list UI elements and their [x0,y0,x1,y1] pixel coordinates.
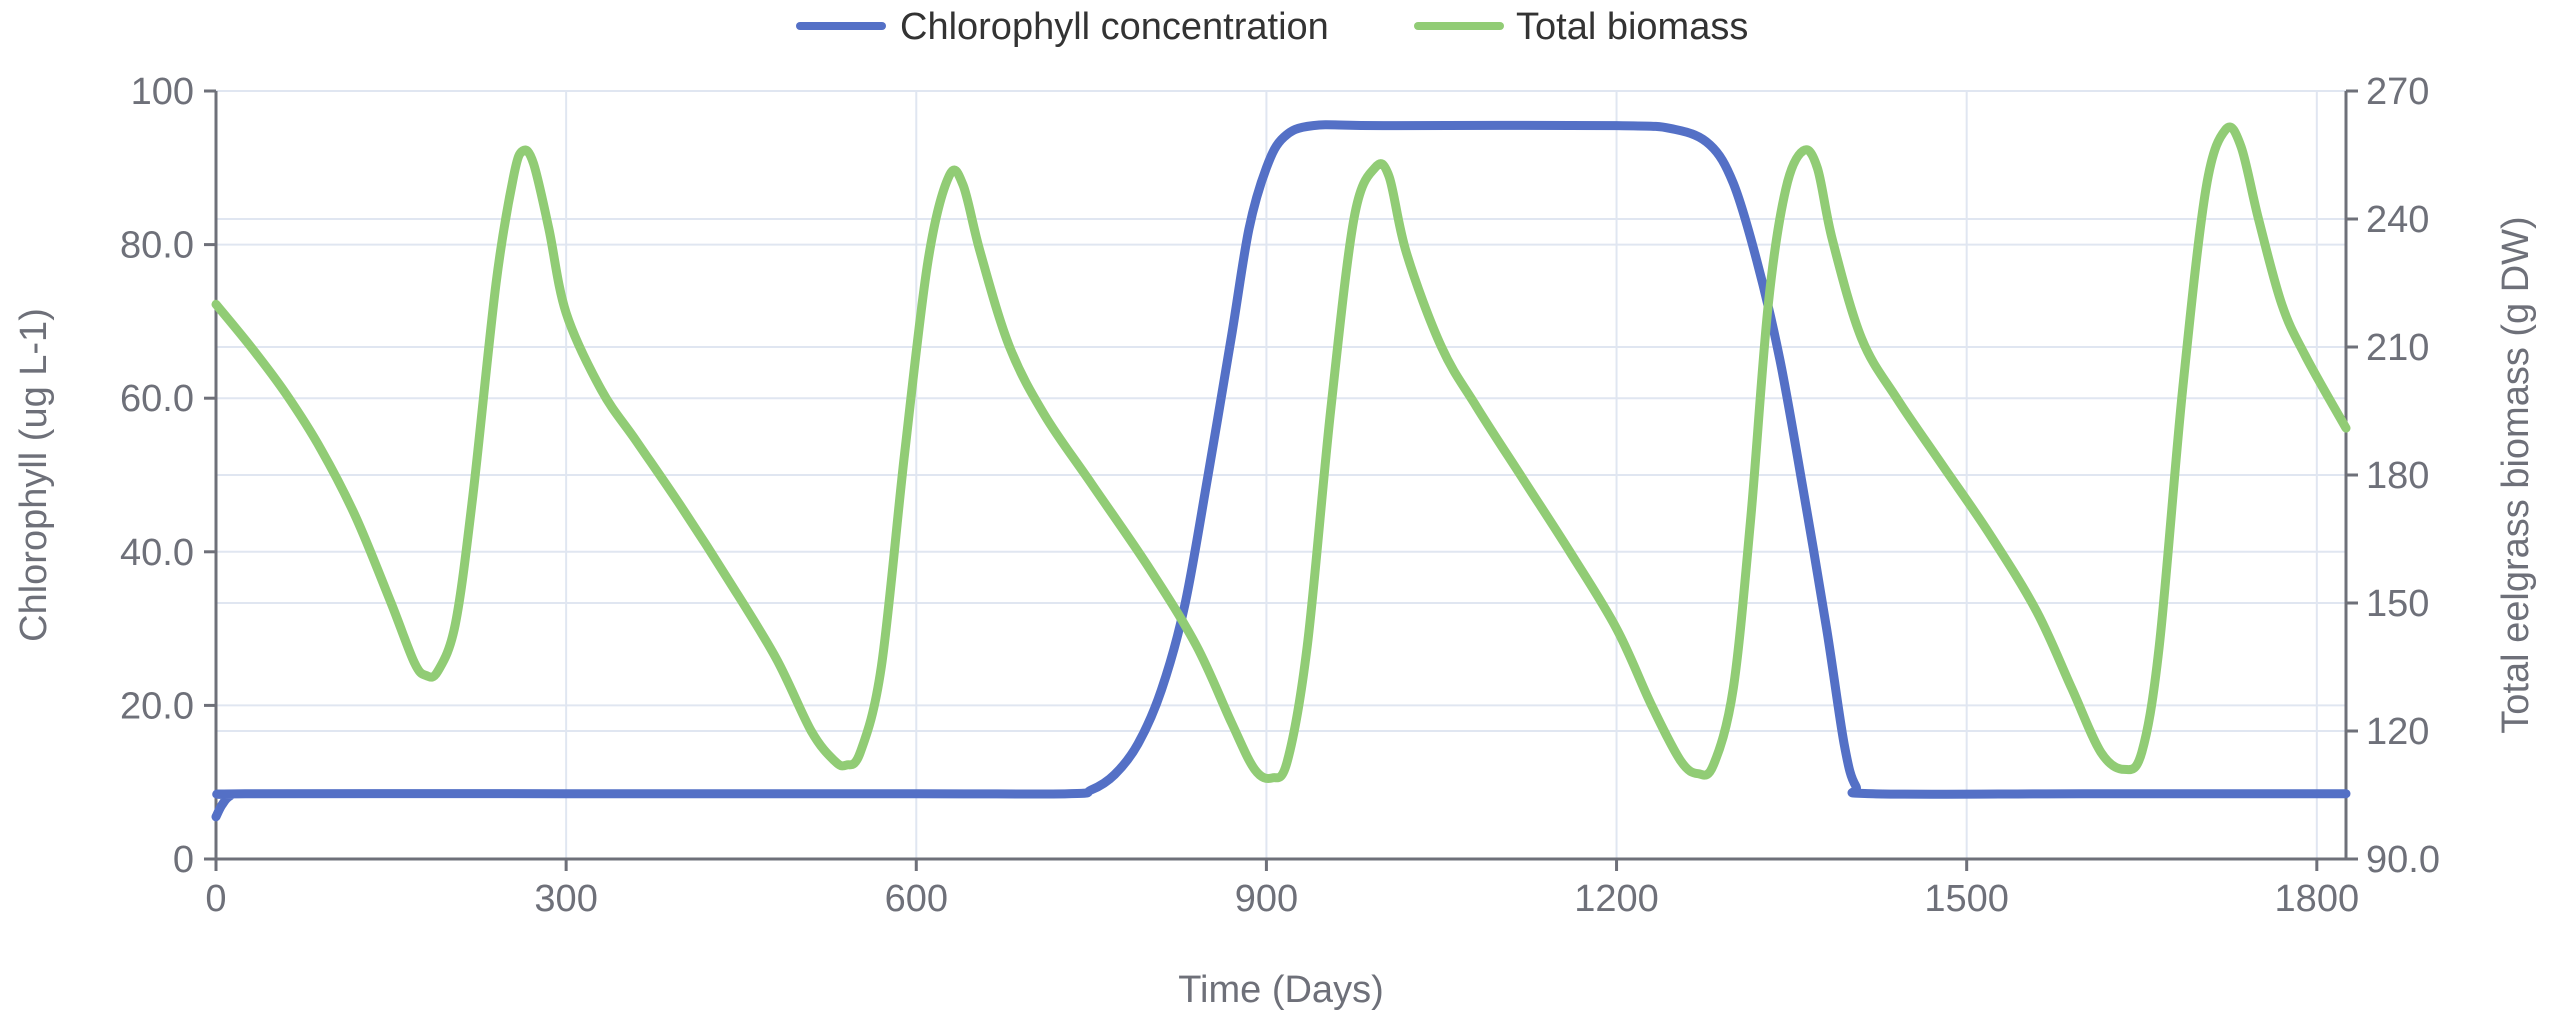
tick-label-x-0: 0 [205,878,226,920]
tick-label-left-4: 80.0 [120,225,194,267]
tick-labels: 0 20.0 40.0 60.0 80.0 100 90.0 120 150 180 210 240 2… [120,71,2440,920]
tick-label-left-1: 20.0 [120,685,194,727]
tick-label-left-0: 0 [173,839,194,881]
tick-label-x-2: 600 [885,878,948,920]
tick-label-x-4: 1200 [1574,878,1659,920]
tick-label-x-6: 1800 [2275,878,2360,920]
grid [216,90,2346,859]
tick-label-x-1: 300 [534,878,597,920]
tick-label-x-3: 900 [1235,878,1298,920]
legend-label-biomass: Total biomass [1516,6,1748,48]
tick-label-right-4: 210 [2366,327,2429,369]
tick-label-left-3: 60.0 [120,378,194,420]
tick-label-right-2: 150 [2366,583,2429,625]
tick-label-right-6: 270 [2366,71,2429,113]
legend-label-chlorophyll: Chlorophyll concentration [900,6,1329,48]
tick-label-right-3: 180 [2366,455,2429,497]
tick-label-right-0: 90.0 [2366,839,2440,881]
tick-label-left-5: 100 [131,71,194,113]
tick-label-right-5: 240 [2366,199,2429,241]
x-axis-title: Time (Days) [1178,969,1383,1011]
legend-item-biomass[interactable]: Total biomass [1414,6,1748,48]
series-line-biomass[interactable] [211,122,2351,783]
series-line-chlorophyll[interactable] [211,120,2351,822]
legend[interactable]: Chlorophyll concentration Total biomass [796,6,1748,48]
y-axis-left-title: Chlorophyll (ug L-1) [13,308,55,642]
legend-item-chlorophyll[interactable]: Chlorophyll concentration [796,6,1329,48]
tick-label-x-5: 1500 [1924,878,2009,920]
y-axis-right-title: Total eelgrass biomass (g DW) [2495,216,2537,733]
series [211,120,2351,822]
tick-label-left-2: 40.0 [120,532,194,574]
tick-label-right-1: 120 [2366,711,2429,753]
